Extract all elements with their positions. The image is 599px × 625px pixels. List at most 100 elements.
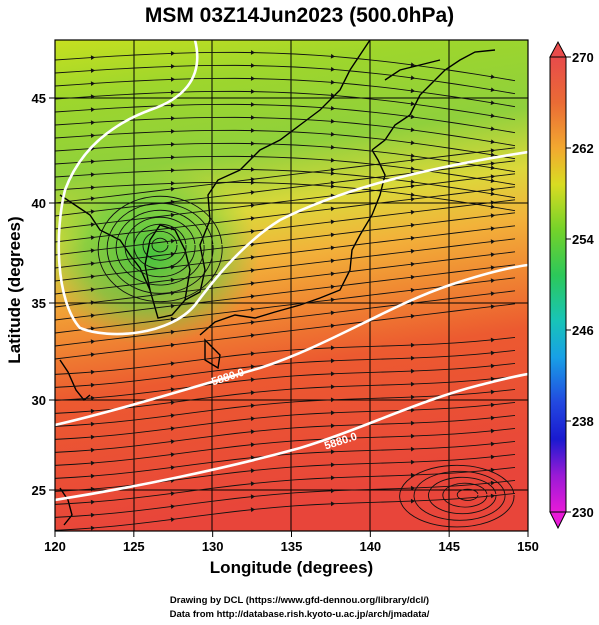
streamline	[55, 388, 516, 427]
streamline-arrow	[90, 274, 95, 280]
streamline-arrow	[490, 139, 495, 145]
streamline-arrow	[90, 133, 95, 138]
streamline-arrow	[330, 219, 335, 225]
streamline	[55, 479, 516, 518]
streamline-arrow	[170, 452, 175, 457]
colorbar-tick-label: 246	[572, 323, 594, 338]
streamline-arrow	[410, 287, 415, 293]
streamline-arrow	[250, 50, 255, 55]
streamline-arrow	[410, 114, 415, 120]
streamline-arrow	[90, 434, 95, 440]
streamline-arrow	[330, 384, 335, 390]
streamline-arrow	[410, 313, 415, 319]
streamline-arrow	[170, 180, 175, 186]
streamline-arrow	[90, 326, 95, 332]
streamline-arrow	[490, 239, 495, 245]
streamline-arrow	[330, 358, 335, 364]
streamline-arrow	[330, 170, 335, 176]
streamline	[442, 482, 488, 508]
streamline-arrow	[410, 420, 415, 426]
streamline-arrow	[330, 345, 335, 351]
streamline-arrow	[410, 222, 415, 228]
streamline-arrow	[90, 287, 95, 293]
streamline-arrow	[410, 472, 415, 478]
streamline-arrow	[90, 525, 95, 531]
streamline-arrow	[170, 277, 175, 283]
colorbar-tick-label: 270	[572, 50, 594, 65]
streamline-arrow	[490, 165, 495, 171]
streamline-arrow	[90, 68, 95, 73]
streamline-arrow	[250, 141, 255, 146]
streamline-arrow	[330, 271, 335, 277]
streamline-arrow	[170, 413, 175, 418]
streamline-arrow	[410, 235, 415, 241]
streamline-arrow	[90, 486, 95, 492]
streamline-arrow	[90, 159, 95, 164]
streamline	[55, 147, 516, 204]
streamline-arrow	[490, 363, 495, 369]
streamline	[55, 453, 516, 492]
y-axis-label: Latitude (degrees)	[5, 216, 24, 364]
streamline-arrow	[330, 79, 335, 85]
streamline-arrow	[90, 235, 95, 241]
streamline	[55, 401, 516, 440]
streamline-arrow	[410, 381, 415, 387]
streamline	[55, 77, 516, 108]
streamline-arrow	[330, 92, 335, 98]
streamline-arrow	[90, 339, 95, 345]
streamline-arrow	[410, 342, 415, 348]
streamline-arrow	[90, 196, 95, 202]
streamline-arrow	[250, 242, 255, 247]
streamline-arrow	[170, 491, 175, 496]
streamline-arrow	[490, 174, 495, 180]
streamline-arrow	[250, 177, 255, 182]
streamline-arrow	[490, 389, 495, 395]
streamline-arrow	[170, 465, 175, 470]
streamline	[55, 277, 516, 334]
streamline-arrow	[490, 87, 495, 93]
streamline-arrow	[330, 284, 335, 290]
streamline-arrow	[330, 144, 335, 150]
streamline-arrow	[330, 157, 335, 163]
streamline-arrow	[90, 473, 95, 479]
streamline	[55, 155, 516, 186]
y-tick-label: 45	[32, 91, 46, 106]
streamline	[55, 440, 516, 479]
streamline-arrow	[90, 185, 95, 190]
streamline-arrow	[490, 480, 495, 486]
streamline-arrow	[90, 382, 95, 388]
streamline	[55, 336, 516, 375]
streamline-arrow	[330, 297, 335, 303]
streamline-arrow	[90, 460, 95, 466]
streamline-arrow	[90, 421, 95, 427]
streamline-arrow	[410, 274, 415, 280]
streamline-arrow	[330, 310, 335, 316]
streamline-arrow	[170, 400, 175, 405]
streamline-arrow	[410, 140, 415, 146]
streamline-arrow	[90, 261, 95, 267]
streamline-arrow	[410, 394, 415, 400]
streamline	[115, 209, 205, 286]
streamline-arrow	[90, 499, 95, 505]
streamline-arrow	[490, 126, 495, 132]
streamline-arrow	[410, 368, 415, 374]
streamline-arrow	[410, 183, 415, 189]
streamline-arrow	[330, 245, 335, 251]
colorbar-tick-label: 254	[572, 232, 594, 247]
streamline-arrow	[330, 118, 335, 124]
streamline-arrow	[250, 429, 255, 435]
colorbar-tick-label: 230	[572, 505, 594, 520]
streamline-arrow	[170, 199, 175, 205]
streamline	[55, 264, 516, 321]
x-tick-label: 140	[359, 539, 381, 554]
streamline	[55, 303, 516, 360]
streamline-arrow	[490, 226, 495, 232]
streamline-arrow	[250, 294, 255, 299]
streamline-arrow	[490, 265, 495, 271]
streamline-arrow	[490, 415, 495, 421]
streamline	[55, 492, 516, 531]
streamline-arrow	[490, 337, 495, 343]
streamline-arrow	[490, 161, 495, 167]
streamline-arrow	[250, 63, 255, 68]
